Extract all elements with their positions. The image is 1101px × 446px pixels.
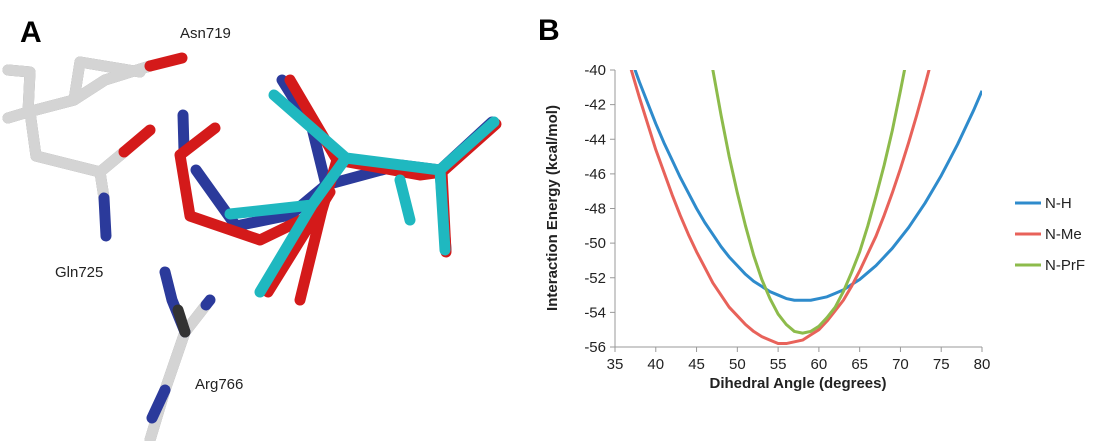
stick xyxy=(8,62,206,440)
x-tick-label: 40 xyxy=(647,356,664,373)
y-tick-label: -56 xyxy=(584,339,606,356)
y-tick-label: -54 xyxy=(584,304,606,321)
figure: A Asn719 Gln725 Arg766 B Interaction Ene… xyxy=(0,0,1101,441)
carbon xyxy=(178,310,185,332)
residue-label: Gln725 xyxy=(55,264,103,281)
x-tick-label: 60 xyxy=(811,356,828,373)
ligand-red xyxy=(180,80,496,300)
series-line xyxy=(623,41,933,344)
residue-label: Arg766 xyxy=(195,376,243,393)
y-tick-label: -50 xyxy=(584,235,606,252)
x-axis-title: Dihedral Angle (degrees) xyxy=(710,375,887,392)
series-line xyxy=(705,20,909,333)
y-tick-label: -46 xyxy=(584,166,606,183)
stick-outline xyxy=(8,62,206,440)
x-tick-label: 80 xyxy=(974,356,991,373)
chart: B Interaction Energy (kcal/mol) Dihedral… xyxy=(538,14,1085,392)
x-tick-label: 50 xyxy=(729,356,746,373)
y-tick-label: -44 xyxy=(584,131,606,148)
y-axis-title: Interaction Energy (kcal/mol) xyxy=(544,105,561,311)
y-tick-label: -52 xyxy=(584,270,606,287)
y-tick-label: -40 xyxy=(584,62,606,79)
molecule-panel: A Asn719 Gln725 Arg766 xyxy=(8,16,496,440)
panel-label: B xyxy=(538,14,560,47)
x-tick-label: 35 xyxy=(607,356,624,373)
x-tick-label: 70 xyxy=(892,356,909,373)
legend-label: N-Me xyxy=(1045,226,1082,243)
legend-label: N-H xyxy=(1045,195,1072,212)
series-line xyxy=(631,60,982,301)
x-tick-label: 55 xyxy=(770,356,787,373)
x-tick-label: 75 xyxy=(933,356,950,373)
x-tick-label: 65 xyxy=(851,356,868,373)
panel-label: A xyxy=(20,16,42,49)
y-tick-label: -48 xyxy=(584,201,606,218)
plot-area xyxy=(623,20,982,344)
legend-label: N-PrF xyxy=(1045,257,1085,274)
ligands xyxy=(180,80,496,300)
x-tick-label: 45 xyxy=(688,356,705,373)
ligand-teal xyxy=(230,95,494,292)
residue-label: Asn719 xyxy=(180,25,231,42)
y-tick-label: -42 xyxy=(584,97,606,114)
